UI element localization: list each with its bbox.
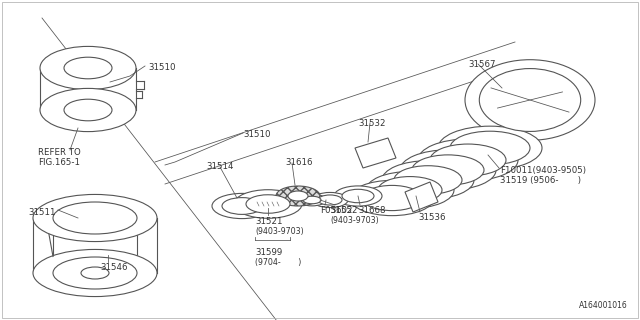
Ellipse shape [382,161,474,199]
Text: 31546: 31546 [100,263,127,272]
Ellipse shape [276,186,320,206]
Polygon shape [355,138,396,168]
Text: (9403-9703): (9403-9703) [330,216,379,225]
Ellipse shape [312,192,348,208]
Ellipse shape [438,126,542,170]
Text: 31511: 31511 [28,208,56,217]
Text: 31616: 31616 [285,158,312,167]
Ellipse shape [298,194,326,206]
Text: 31599: 31599 [255,248,282,257]
Ellipse shape [342,189,374,203]
Ellipse shape [64,99,112,121]
Ellipse shape [362,185,422,211]
Ellipse shape [479,68,580,132]
Ellipse shape [450,131,530,165]
Ellipse shape [430,144,506,176]
Text: 31519 (9506-       ): 31519 (9506- ) [500,176,581,185]
Text: 31567: 31567 [468,60,495,69]
Ellipse shape [53,202,137,234]
Text: FIG.165-1: FIG.165-1 [38,158,80,167]
Ellipse shape [465,60,595,140]
Ellipse shape [64,57,112,79]
Ellipse shape [212,193,272,219]
Text: 31552: 31552 [330,206,358,215]
Ellipse shape [378,177,442,204]
Ellipse shape [40,46,136,90]
Text: 31536: 31536 [418,213,445,222]
Polygon shape [405,182,438,212]
Ellipse shape [288,191,308,201]
Ellipse shape [33,195,157,242]
Ellipse shape [222,198,262,214]
Ellipse shape [33,250,157,297]
Ellipse shape [400,150,496,190]
Ellipse shape [394,166,462,194]
Text: A164001016: A164001016 [579,301,628,310]
Ellipse shape [81,267,109,279]
Text: REFER TO: REFER TO [38,148,81,157]
Text: 31521: 31521 [255,217,282,226]
Text: 31510: 31510 [148,63,175,72]
Ellipse shape [303,196,321,204]
Ellipse shape [53,257,137,289]
Ellipse shape [318,195,342,205]
Text: 31532: 31532 [358,119,385,128]
Ellipse shape [366,172,454,209]
Ellipse shape [246,195,290,213]
Text: 31510: 31510 [243,130,271,139]
Ellipse shape [412,155,484,185]
Text: F10011(9403-9505): F10011(9403-9505) [500,166,586,175]
Ellipse shape [350,180,434,216]
Text: 31514: 31514 [206,162,234,171]
Ellipse shape [418,139,518,181]
Ellipse shape [40,88,136,132]
Ellipse shape [334,186,382,206]
Ellipse shape [234,190,302,218]
Text: F05602: F05602 [320,206,353,215]
Text: (9704-       ): (9704- ) [255,258,301,267]
Text: 31668: 31668 [358,206,385,215]
Text: (9403-9703): (9403-9703) [255,227,303,236]
